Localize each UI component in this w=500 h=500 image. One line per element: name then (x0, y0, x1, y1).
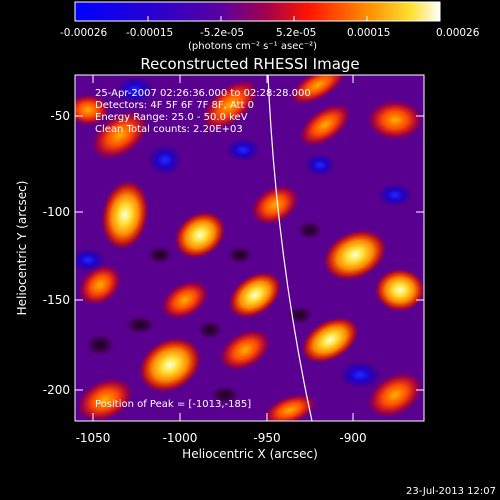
color-bar-tick: 5.2e-05 (276, 27, 316, 39)
y-axis-tick-label: -100 (43, 205, 70, 219)
color-bar-unit-label: (photons cm⁻² s⁻¹ asec⁻²) (188, 41, 317, 52)
color-bar-tick: -0.00015 (126, 27, 173, 39)
x-axis-ticks (92, 75, 354, 421)
color-bar-tick: 0.00026 (436, 27, 480, 39)
x-axis-tick-label: -1000 (163, 431, 198, 445)
x-axis-tick-label: -900 (339, 431, 366, 445)
x-axis-tick-label: -1050 (76, 431, 111, 445)
color-bar-tick: -0.00026 (60, 27, 108, 39)
color-bar-tick: 0.00015 (347, 27, 390, 39)
observation-info: 25-Apr-2007 02:26:36.000 to 02:28:28.000… (95, 88, 311, 135)
solar-limb-line (267, 75, 313, 421)
color-bar-gradient (74, 1, 441, 22)
info-line-detectors: Detectors: 4F 5F 6F 7F 8F, Att 0 (95, 100, 254, 111)
y-axis-tick-label: -150 (43, 293, 70, 307)
rhessi-image (75, 75, 424, 421)
info-line-clean-counts: Clean Total counts: 2.20E+03 (95, 124, 243, 135)
info-line-time-range: 25-Apr-2007 02:26:36.000 to 02:28:28.000 (95, 88, 311, 99)
x-axis-tick-label: -950 (253, 431, 280, 445)
y-axis-label: Heliocentric Y (arcsec) (15, 181, 29, 316)
color-bar: -0.00026 -0.00015 -5.2e-05 5.2e-05 0.000… (60, 1, 480, 52)
y-axis-tick-label: -50 (50, 109, 70, 123)
plot-frame (74, 74, 425, 422)
image-dark-regions (75, 76, 413, 405)
color-bar-tick: -5.2e-05 (200, 27, 244, 39)
y-axis-tick-label: -200 (43, 383, 70, 397)
peak-position-text: Position of Peak = [-1013,-185] (95, 399, 251, 410)
info-line-energy-range: Energy Range: 25.0 - 50.0 keV (95, 112, 248, 123)
image-bright-sources (75, 75, 424, 421)
plot-title: Reconstructed RHESSI Image (140, 55, 359, 73)
x-axis-label: Heliocentric X (arcsec) (182, 447, 318, 461)
y-axis-ticks (75, 115, 424, 391)
footer-timestamp: 23-Jul-2013 12:07 (406, 486, 496, 497)
